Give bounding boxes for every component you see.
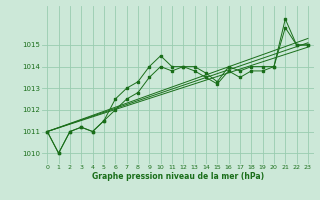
X-axis label: Graphe pression niveau de la mer (hPa): Graphe pression niveau de la mer (hPa) [92, 172, 264, 181]
